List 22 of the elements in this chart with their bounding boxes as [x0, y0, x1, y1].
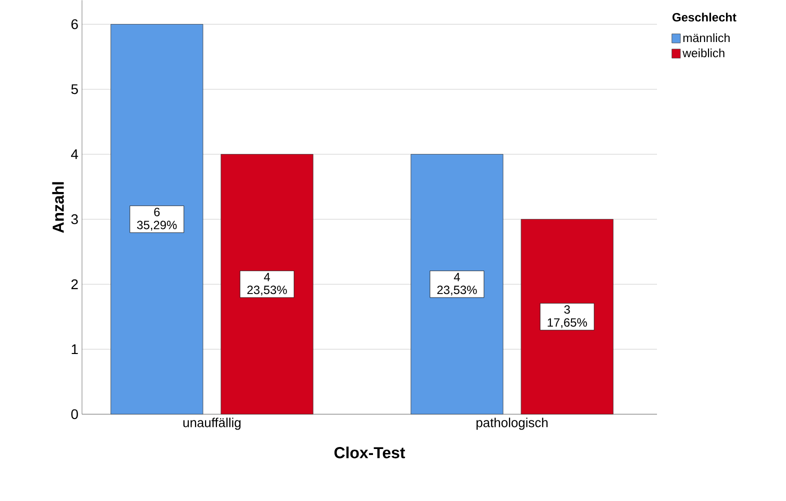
bar: [110, 24, 204, 414]
legend-label: weiblich: [682, 48, 724, 58]
y-tick-label: 2: [71, 279, 78, 289]
bar: [410, 154, 504, 414]
y-tick-label: 5: [71, 84, 78, 94]
data-label: 4 23,53%: [247, 272, 287, 296]
y-tick-label: 0: [71, 409, 78, 420]
legend-label: männlich: [683, 33, 730, 42]
bar: [220, 154, 314, 414]
x-axis-title: Clox-Test: [334, 446, 406, 458]
y-tick-label: 4: [71, 149, 78, 159]
x-tick-label: unauffällig: [183, 418, 241, 430]
y-tick-label: 6: [71, 19, 78, 30]
y-axis-title: Anzahl: [52, 182, 64, 233]
data-label: 4 23,53%: [437, 272, 477, 296]
data-label: 6 35,29%: [137, 208, 177, 231]
y-tick-label: 1: [72, 344, 78, 354]
legend-title: Geschlecht: [672, 12, 736, 22]
bar: [520, 218, 614, 414]
data-label: 3 17,65%: [548, 305, 587, 328]
x-tick-label: pathologisch: [476, 418, 548, 430]
y-tick-label: 3: [71, 214, 78, 224]
